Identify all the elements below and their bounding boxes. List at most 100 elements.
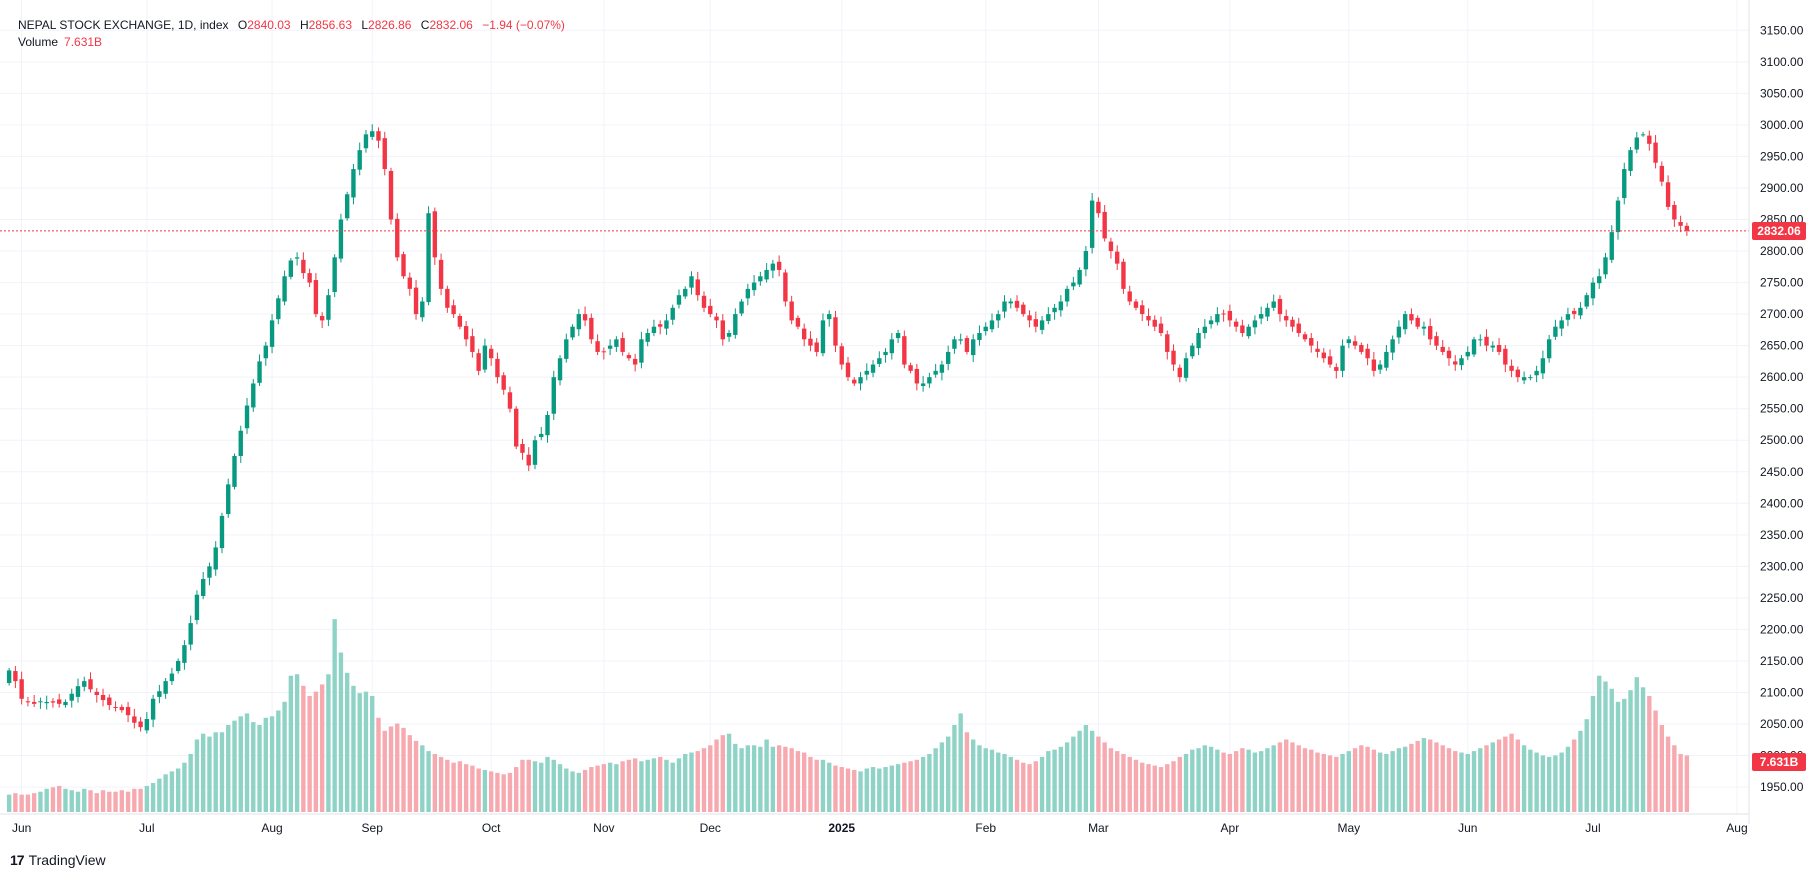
volume-bar [895,764,901,812]
candle-body [382,138,387,170]
volume-bar [1027,764,1032,812]
volume-bar [1271,745,1276,812]
volume-bar [88,790,93,812]
candle-body [338,219,344,259]
volume-bar [920,756,926,812]
candle-body [244,405,250,429]
volume-bar [651,758,657,812]
volume-bar [100,790,106,812]
volume-bar [376,717,381,812]
candle-body [939,364,945,373]
candle-body [1334,367,1339,371]
candle-body [658,324,663,327]
volume-bar [1409,743,1414,812]
volume-bar [251,722,256,812]
candle-body [1384,351,1389,368]
volume-bar [57,785,62,812]
candle-body [132,716,137,723]
candle-body [1077,269,1082,285]
candle-body [1302,334,1308,340]
candle-body [1390,339,1395,353]
candle-body [413,287,419,315]
candle-body [282,276,287,302]
candle-body [1064,288,1070,302]
candle-body [726,333,732,337]
legend-symbol[interactable]: NEPAL STOCK EXCHANGE [18,18,172,32]
volume-bar [294,674,300,812]
volume-bar [407,735,412,812]
volume-bar [701,748,707,812]
volume-bar [751,745,757,812]
volume-bar [282,701,287,812]
candle-body [745,288,751,299]
candle-body [1008,301,1013,304]
volume-bar [332,619,337,812]
candle-body [877,358,882,364]
volume-bar [1071,736,1076,812]
candle-body [1665,182,1671,207]
candle-body [1190,345,1195,357]
candle-body [1471,339,1477,355]
volume-bar [532,761,538,812]
candle-body [1622,169,1627,199]
volume-bar [1215,749,1220,812]
volume-bar [132,788,137,812]
candle-body [25,701,31,703]
legend-interval: 1D [177,18,194,32]
candle-body [1033,319,1038,327]
candlesticks [6,124,1690,734]
legend-change: −1.94 (−0.07%) [482,18,565,32]
volume-bar [1021,762,1026,812]
volume-bar [514,767,519,812]
candle-body [1246,326,1251,337]
candle-body [651,326,657,334]
volume-bar [401,727,406,812]
volume-bar [676,758,682,812]
candle-body [971,339,976,356]
candle-body [226,484,231,515]
volume-bar [1590,696,1596,812]
volume-bar [1428,739,1433,812]
time-tick-label: Sep [362,821,384,835]
volume-bar [1096,736,1101,812]
volume-bar [808,756,813,812]
candle-body [1071,282,1076,287]
candle-body [1089,200,1095,248]
candle-body [1290,319,1295,327]
volume-bar [607,762,613,812]
candle-body [495,358,500,378]
tradingview-brand[interactable]: 17 TradingView [10,850,106,870]
candle-body [1590,282,1596,299]
candle-body [1402,314,1408,330]
candle-body [983,326,988,332]
candle-body [701,295,707,308]
candle-body [251,383,256,408]
candle-body [1133,301,1139,308]
candle-body [395,218,400,258]
candle-body [407,277,412,289]
candle-body [764,269,769,280]
time-axis[interactable]: Jun Jul Aug Sep Oct Nov Dec 2025 Feb Mar Apr May Jun… [12,821,1748,835]
volume-bar [426,751,431,812]
candle-body [1634,137,1639,150]
candle-body [463,326,469,340]
volume-bar [1653,710,1658,812]
price-axis[interactable]: 3150.00 3100.00 3050.00 3000.00 2950.00 2900.… [1760,23,1804,794]
candle-body [1352,341,1358,346]
candle-body [207,566,212,578]
volume-bar [1578,730,1583,812]
volume-bar [82,788,87,812]
candle-body [1396,326,1402,338]
time-tick-label: Aug [1726,821,1747,835]
legend-volume-label[interactable]: Volume [18,35,59,49]
candle-body [1603,257,1608,275]
candle-body [683,288,688,297]
candle-body [113,706,118,708]
candle-body [1678,222,1683,226]
price-tick-label: 3000.00 [1760,118,1804,132]
volume-bar [301,685,306,812]
volume-bar [1202,745,1208,812]
price-tick-label: 2750.00 [1760,276,1804,290]
candle-body [1196,333,1201,349]
